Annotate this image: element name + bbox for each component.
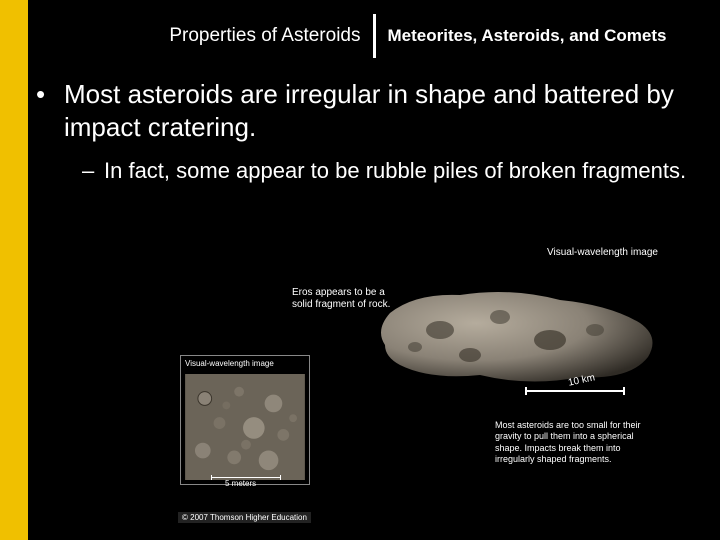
bullet-dash: – bbox=[82, 157, 104, 185]
slide-content: • Most asteroids are irregular in shape … bbox=[36, 78, 700, 193]
copyright-label: © 2007 Thomson Higher Education bbox=[178, 512, 311, 523]
bottom-caption: Most asteroids are too small for their g… bbox=[495, 420, 660, 465]
accent-bar bbox=[0, 0, 28, 540]
asteroid-eros-image bbox=[370, 275, 660, 395]
bullet-sub-text: In fact, some appear to be rubble piles … bbox=[104, 157, 686, 185]
asteroid-figure: Visual-wavelength image Eros appears to … bbox=[170, 245, 670, 525]
visual-wavelength-label: Visual-wavelength image bbox=[547, 247, 658, 258]
inset-scale-bar bbox=[211, 477, 281, 478]
bullet-main-text: Most asteroids are irregular in shape an… bbox=[64, 78, 700, 143]
slide-header: Properties of Asteroids Meteorites, Aste… bbox=[28, 12, 720, 60]
scale-bar-10km bbox=[525, 390, 625, 402]
slide-subtitle: Properties of Asteroids bbox=[28, 25, 373, 47]
bullet-main: • Most asteroids are irregular in shape … bbox=[36, 78, 700, 143]
inset-surface-svg bbox=[185, 374, 305, 480]
inset-scale-label: 5 meters bbox=[225, 479, 256, 488]
chapter-title: Meteorites, Asteroids, and Comets bbox=[376, 26, 720, 46]
bullet-dot: • bbox=[36, 78, 64, 143]
bullet-sub: – In fact, some appear to be rubble pile… bbox=[82, 157, 700, 185]
inset-vwi-label: Visual-wavelength image bbox=[185, 359, 274, 368]
inset-surface-image: Visual-wavelength image bbox=[180, 355, 310, 485]
